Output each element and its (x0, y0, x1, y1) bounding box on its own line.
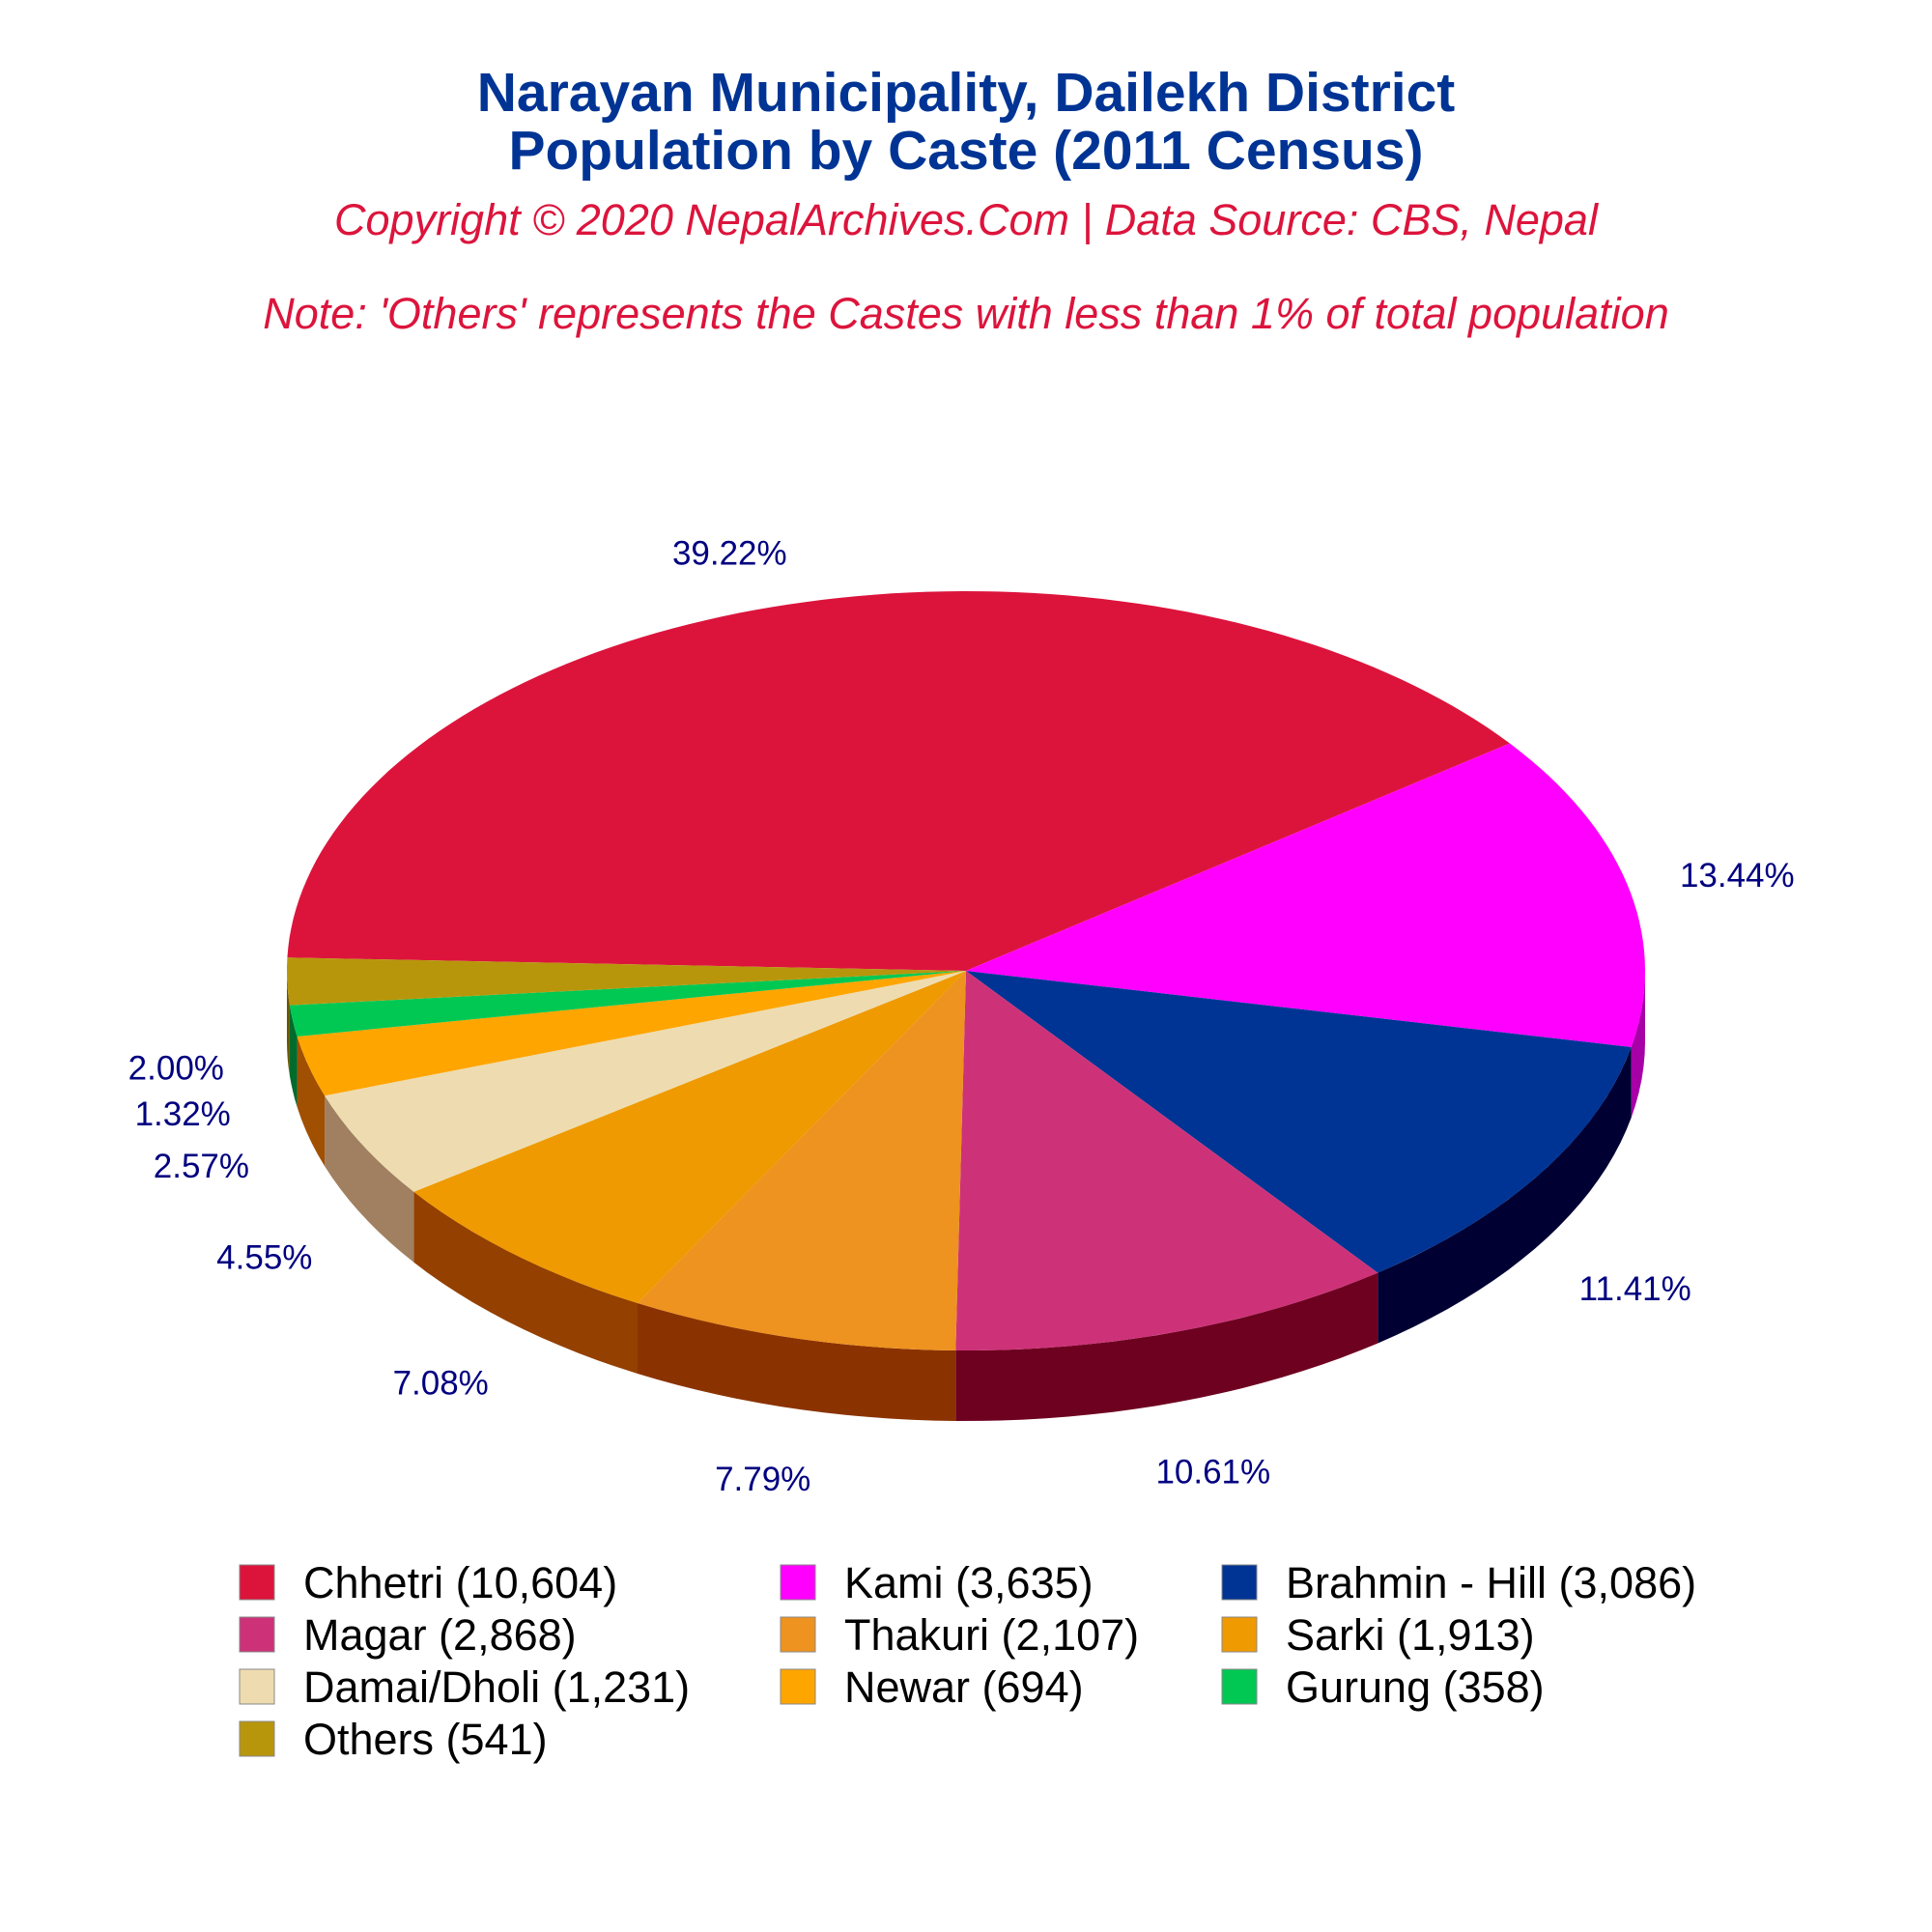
legend-item-6: Damai/Dholi (1,231) (239, 1662, 690, 1712)
legend-swatch-9 (239, 1720, 275, 1757)
legend-item-9: Others (541) (239, 1715, 548, 1764)
pie-slice-3 (955, 971, 1378, 1350)
chart-title-line-2: Population by Caste (2011 Census) (508, 120, 1423, 182)
legend-item-4: Thakuri (2,107) (780, 1610, 1139, 1660)
legend-label-5: Sarki (1,913) (1286, 1610, 1535, 1660)
pie-side-walls (287, 971, 1645, 1421)
legend-swatch-4 (780, 1616, 816, 1653)
chart-title-line-1: Narayan Municipality, Dailekh District (477, 62, 1456, 124)
pie-slice-6 (325, 971, 967, 1192)
pie-percent-label-9: 2.00% (128, 1050, 224, 1088)
pie-percent-label-8: 1.32% (135, 1095, 231, 1133)
legend-swatch-7 (780, 1668, 816, 1705)
legend-swatch-1 (780, 1564, 816, 1601)
legend-label-4: Thakuri (2,107) (844, 1610, 1139, 1660)
legend-swatch-2 (1221, 1564, 1258, 1601)
legend-label-6: Damai/Dholi (1,231) (303, 1662, 690, 1712)
legend-item-0: Chhetri (10,604) (239, 1558, 617, 1607)
pie-side-6 (325, 1095, 414, 1263)
legend-item-8: Gurung (358) (1221, 1662, 1545, 1712)
pie-percent-label-6: 4.55% (216, 1239, 312, 1277)
pie-percent-label-2: 11.41% (1579, 1270, 1691, 1308)
legend-swatch-8 (1221, 1668, 1258, 1705)
chart-note: Note: 'Others' represents the Castes wit… (263, 289, 1668, 338)
pie-percent-label-0: 39.22% (672, 535, 787, 573)
pie-side-9 (287, 971, 290, 1076)
legend-label-2: Brahmin - Hill (3,086) (1286, 1558, 1696, 1607)
legend-swatch-0 (239, 1564, 275, 1601)
legend-label-8: Gurung (358) (1286, 1662, 1545, 1712)
legend-item-2: Brahmin - Hill (3,086) (1221, 1558, 1696, 1607)
legend-label-9: Others (541) (303, 1715, 548, 1764)
legend-item-1: Kami (3,635) (780, 1558, 1094, 1607)
pie-side-2 (1378, 1047, 1632, 1344)
legend-item-3: Magar (2,868) (239, 1610, 577, 1660)
legend: Chhetri (10,604) Kami (3,635) Brahmin - Hi… (239, 1558, 1696, 1764)
pie-percent-label-1: 13.44% (1680, 857, 1795, 895)
pie-side-4 (638, 1303, 956, 1421)
pie-slice-8 (289, 971, 966, 1037)
legend-label-7: Newar (694) (844, 1662, 1084, 1712)
pie-side-7 (297, 1037, 326, 1167)
legend-item-5: Sarki (1,913) (1221, 1610, 1535, 1660)
pie-percent-labels: 39.22% 13.44% 11.41% 10.61% 7.79% 7.08% 4.55% 2… (128, 535, 1795, 1498)
pie-percent-label-7: 2.57% (154, 1148, 249, 1185)
pie-percent-label-4: 7.79% (715, 1461, 810, 1498)
legend-swatch-6 (239, 1668, 275, 1705)
pie-slice-5 (413, 971, 966, 1303)
legend-item-7: Newar (694) (780, 1662, 1084, 1712)
pie-slices (287, 591, 1645, 1350)
pie-slice-0 (287, 591, 1510, 971)
pie-slice-7 (297, 971, 967, 1096)
legend-label-1: Kami (3,635) (844, 1558, 1094, 1607)
pie-side-3 (955, 1272, 1378, 1421)
legend-swatch-5 (1221, 1616, 1258, 1653)
pie-slice-1 (966, 743, 1645, 1047)
pie-slice-2 (966, 971, 1632, 1273)
pie-percent-label-5: 7.08% (393, 1364, 489, 1402)
pie-side-8 (289, 1005, 298, 1107)
pie-slice-4 (638, 971, 966, 1350)
legend-label-3: Magar (2,868) (303, 1610, 577, 1660)
pie-slice-9 (287, 957, 966, 1006)
pie-percent-label-3: 10.61% (1155, 1453, 1270, 1491)
pie-side-5 (413, 1191, 638, 1374)
pie-side-1 (1631, 971, 1645, 1118)
legend-label-0: Chhetri (10,604) (303, 1558, 617, 1607)
chart-subtitle: Copyright © 2020 NepalArchives.Com | Dat… (334, 195, 1600, 244)
legend-swatch-3 (239, 1616, 275, 1653)
